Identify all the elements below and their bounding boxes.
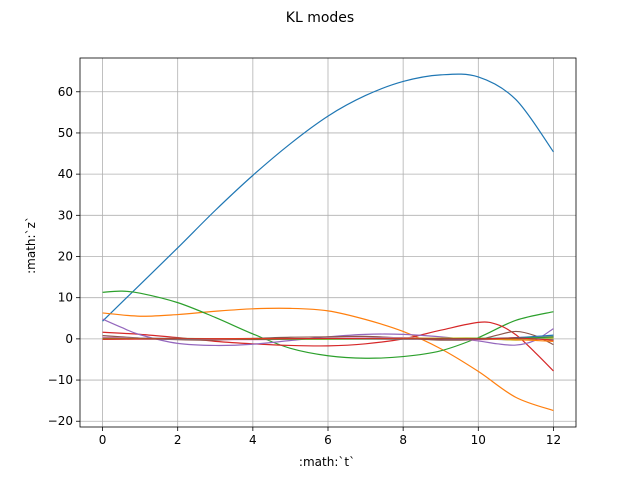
- x-tick-label: 12: [546, 433, 561, 447]
- y-tick-label: 20: [58, 250, 73, 264]
- series-line-1: [102, 73, 554, 322]
- series-line-2: [102, 307, 554, 412]
- y-tick-label: 50: [58, 126, 73, 140]
- y-tick-label: −20: [48, 414, 73, 428]
- x-tick-label: 0: [99, 433, 107, 447]
- series-line-14: [102, 337, 554, 341]
- y-axis-label: :math:`z`: [24, 216, 38, 274]
- chart-title: KL modes: [286, 10, 354, 26]
- x-tick-label: 8: [399, 433, 407, 447]
- x-axis-label: :math:`t`: [299, 455, 355, 469]
- y-tick-label: 40: [58, 167, 73, 181]
- series-line-6: [102, 330, 554, 346]
- x-tick-label: 4: [249, 433, 257, 447]
- y-tick-label: 60: [58, 85, 73, 99]
- series-lines: [102, 73, 554, 412]
- y-tick-label: 0: [65, 332, 73, 346]
- x-tick-label: 2: [174, 433, 182, 447]
- x-tick-label: 6: [324, 433, 332, 447]
- x-tick-label: 10: [471, 433, 486, 447]
- y-tick-label: 30: [58, 208, 73, 222]
- y-tick-label: −10: [48, 373, 73, 387]
- y-tick-label: 10: [58, 291, 73, 305]
- axes: 0 2 4 6 8 10 12 −20 −10 0 10 20 30 40 50 60: [48, 57, 577, 447]
